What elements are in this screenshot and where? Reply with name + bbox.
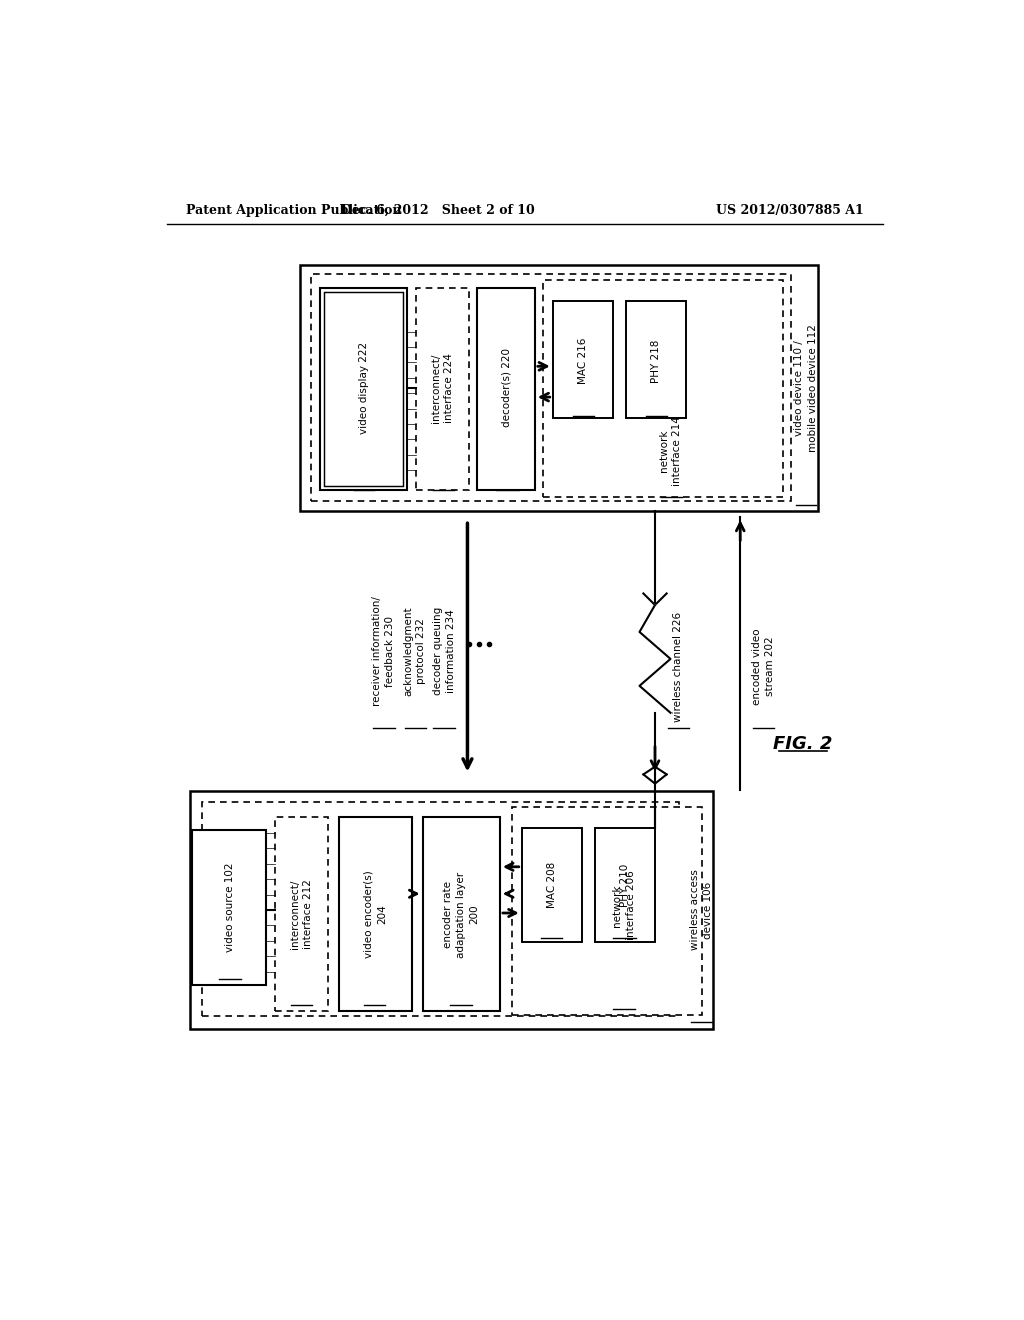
Text: US 2012/0307885 A1: US 2012/0307885 A1 <box>717 205 864 218</box>
Bar <box>477 288 535 490</box>
Text: video device 110 /
mobile video device 112: video device 110 / mobile video device 1… <box>795 323 818 451</box>
Bar <box>203 803 679 1016</box>
Bar <box>275 817 328 1011</box>
Text: video display 222: video display 222 <box>358 342 369 434</box>
Text: Dec. 6, 2012   Sheet 2 of 10: Dec. 6, 2012 Sheet 2 of 10 <box>341 205 535 218</box>
Bar <box>423 817 500 1011</box>
Bar <box>595 829 655 942</box>
Text: acknowledgment
protocol 232: acknowledgment protocol 232 <box>403 606 426 696</box>
Bar <box>553 301 613 418</box>
Text: Patent Application Publication: Patent Application Publication <box>186 205 401 218</box>
Text: wireless channel 226: wireless channel 226 <box>673 611 683 722</box>
Text: video encoder(s)
204: video encoder(s) 204 <box>364 871 387 958</box>
Text: network
interface 214: network interface 214 <box>658 416 682 486</box>
Text: PHY 218: PHY 218 <box>651 339 660 383</box>
Bar <box>417 288 469 490</box>
Text: decoder(s) 220: decoder(s) 220 <box>501 348 511 428</box>
Text: encoder rate
adaptation layer
200: encoder rate adaptation layer 200 <box>443 871 479 957</box>
Bar <box>626 301 686 418</box>
Bar <box>521 829 583 942</box>
Bar <box>339 817 413 1011</box>
Text: MAC 216: MAC 216 <box>578 338 588 384</box>
Bar <box>512 807 701 1015</box>
Bar <box>321 288 407 490</box>
Text: receiver information/
feedback 230: receiver information/ feedback 230 <box>372 597 395 706</box>
Text: encoded video
stream 202: encoded video stream 202 <box>752 628 775 705</box>
Text: interconnect/
interface 224: interconnect/ interface 224 <box>431 352 455 422</box>
Bar <box>193 830 266 985</box>
Text: FIG. 2: FIG. 2 <box>772 735 831 752</box>
Text: MAC 208: MAC 208 <box>547 862 557 908</box>
Bar <box>311 275 792 502</box>
Text: decoder queuing
information 234: decoder queuing information 234 <box>432 607 456 696</box>
Text: network
interface 206: network interface 206 <box>612 870 636 940</box>
Bar <box>324 292 403 486</box>
Bar <box>190 792 713 1028</box>
Text: video source 102: video source 102 <box>224 863 234 952</box>
Text: PHY 210: PHY 210 <box>620 863 630 907</box>
Bar <box>300 265 818 511</box>
Bar <box>543 280 783 498</box>
Text: interconnect/
interface 212: interconnect/ interface 212 <box>290 879 313 949</box>
Text: wireless access
device 106: wireless access device 106 <box>690 870 713 950</box>
